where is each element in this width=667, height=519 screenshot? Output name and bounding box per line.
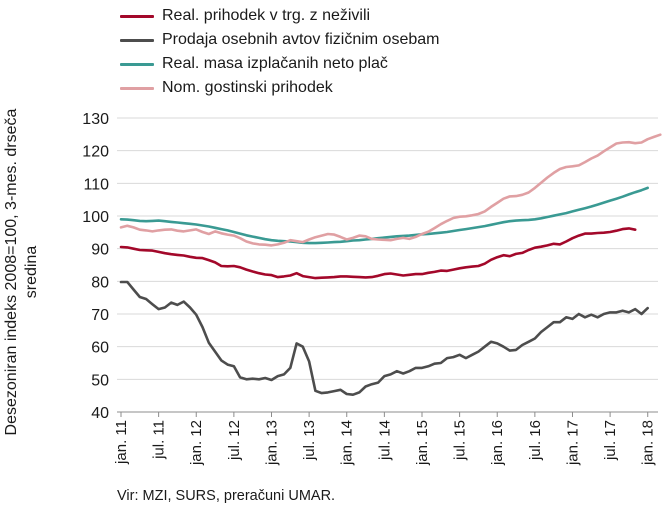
y-tick-label: 130 <box>82 111 109 128</box>
legend-item: Real. masa izplačanih neto plač <box>120 52 439 76</box>
legend-swatch <box>120 38 154 42</box>
series-line-1 <box>119 227 637 280</box>
series-line-2 <box>119 280 650 397</box>
x-tick-label: jan. 12 <box>188 420 205 466</box>
legend-label: Real. masa izplačanih neto plač <box>162 55 388 72</box>
source-note: Vir: MZI, SURS, preračuni UMAR. <box>117 488 336 504</box>
y-tick-label: 40 <box>91 405 109 422</box>
legend-label: Nom. gostinski prihodek <box>162 79 333 96</box>
legend-swatch <box>120 14 154 18</box>
x-tick-label: jan. 17 <box>564 420 581 466</box>
gridlines <box>117 117 658 380</box>
x-tick-label: jan. 13 <box>263 420 280 466</box>
axes: 40 50 60 70 80 90 100 110 120 130 jan. 11 jul. 11 ja… <box>82 111 658 466</box>
x-tick-label: jul. 15 <box>452 420 469 461</box>
y-tick-label: 120 <box>82 144 109 161</box>
y-axis-label: Desezoniran indeks 2008=100, 3-mes. drse… <box>3 108 40 436</box>
x-tick-label: jan. 18 <box>640 420 657 466</box>
x-tick-label: jul. 14 <box>376 420 393 461</box>
legend-label: Real. prihodek v trg. z neživili <box>162 7 371 24</box>
legend-item: Nom. gostinski prihodek <box>120 76 439 100</box>
x-tick-label: jan. 14 <box>339 420 356 466</box>
y-tick-label: 60 <box>91 340 109 357</box>
legend-label: Prodaja osebnih avtov fizičnim osebam <box>162 31 440 48</box>
y-tick-label: 70 <box>91 307 109 324</box>
y-tick-label: 50 <box>91 372 109 389</box>
x-tick-label: jul. 12 <box>226 420 243 461</box>
x-tick-label: jul. 16 <box>527 420 544 461</box>
y-tick-label: 90 <box>91 242 109 259</box>
series-line-4 <box>119 133 662 247</box>
x-tick-label: jan. 11 <box>113 420 130 465</box>
y-tick-label: 110 <box>83 176 109 193</box>
y-tick-label: 100 <box>82 209 109 226</box>
x-tick-label: jan. 16 <box>489 420 506 466</box>
series-line-3 <box>119 186 650 245</box>
legend-swatch <box>120 62 154 66</box>
x-tick-label: jan. 15 <box>414 420 431 466</box>
legend: Real. prihodek v trg. z neživili Prodaja … <box>120 4 439 100</box>
legend-swatch <box>120 86 154 90</box>
x-tick-label: jul. 13 <box>301 420 318 461</box>
legend-item: Prodaja osebnih avtov fizičnim osebam <box>120 28 439 52</box>
x-tick-label: jul. 17 <box>602 420 619 461</box>
series-lines <box>119 133 662 397</box>
x-tick-label: jul. 11 <box>151 420 168 460</box>
legend-item: Real. prihodek v trg. z neživili <box>120 4 439 28</box>
y-tick-label: 80 <box>91 274 109 291</box>
